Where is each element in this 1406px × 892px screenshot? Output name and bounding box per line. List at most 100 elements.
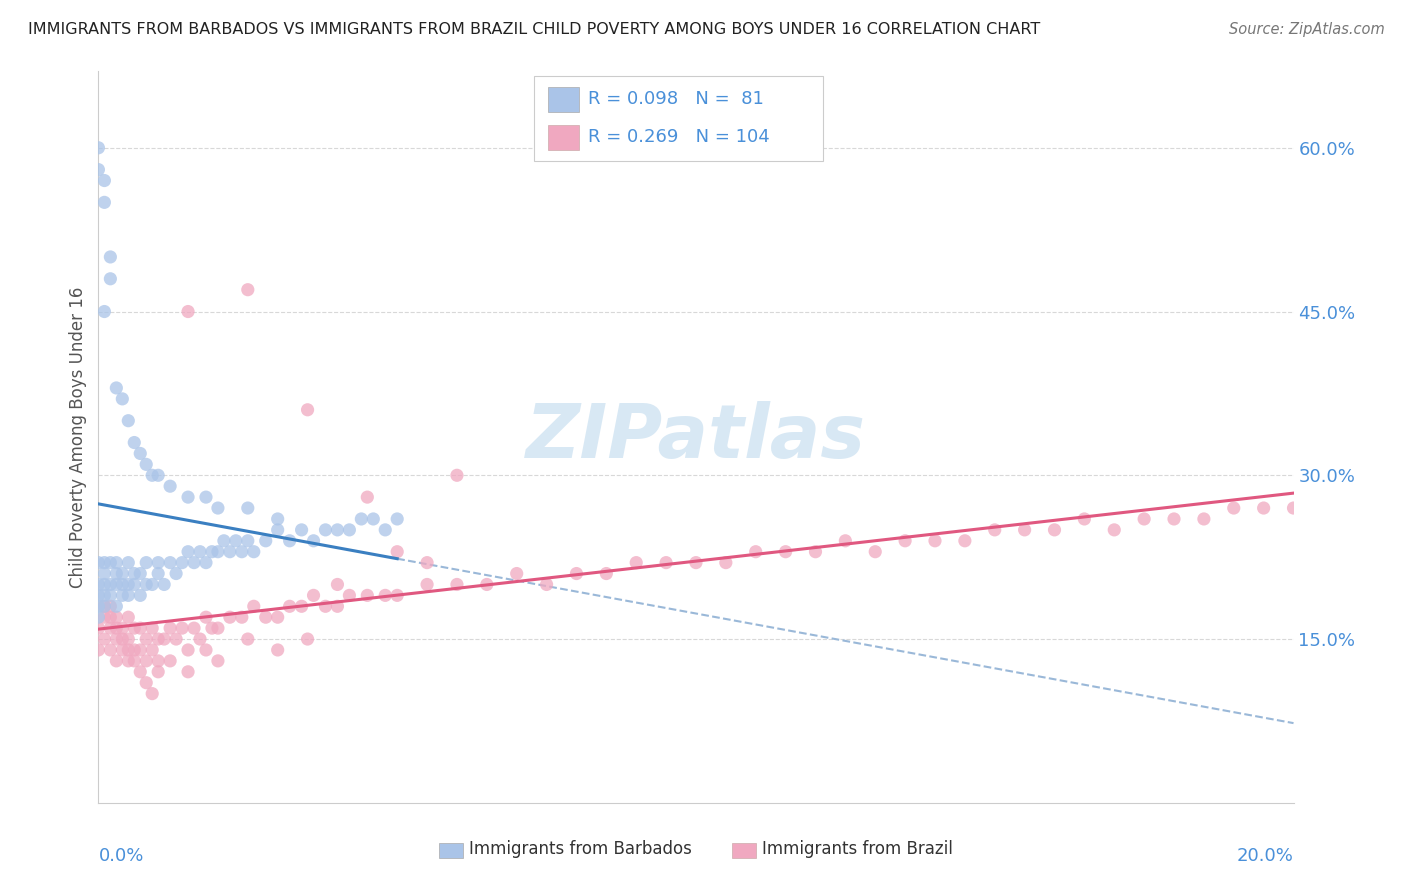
Point <box>177 545 200 559</box>
Point <box>212 533 235 548</box>
Point <box>129 643 152 657</box>
Point <box>267 523 290 537</box>
Point <box>655 556 678 570</box>
Point <box>254 610 277 624</box>
Point <box>626 556 648 570</box>
Point <box>98 556 122 570</box>
Point <box>804 545 827 559</box>
Point <box>111 632 134 646</box>
Point <box>297 632 319 646</box>
Point <box>98 599 122 614</box>
Point <box>1253 501 1275 516</box>
Point <box>834 533 856 548</box>
Point <box>356 490 378 504</box>
Point <box>117 610 139 624</box>
Point <box>236 501 259 516</box>
Text: Immigrants from Brazil: Immigrants from Brazil <box>762 840 953 858</box>
Point <box>148 665 170 679</box>
Point <box>159 479 181 493</box>
Point <box>153 632 176 646</box>
Point <box>225 533 247 548</box>
Point <box>93 599 115 614</box>
Point <box>172 556 194 570</box>
Point <box>98 621 122 635</box>
Point <box>124 654 146 668</box>
Point <box>141 687 163 701</box>
Point <box>363 512 385 526</box>
Point <box>117 577 139 591</box>
Point <box>177 643 200 657</box>
Point <box>98 610 122 624</box>
Point <box>124 566 146 581</box>
Point <box>207 545 229 559</box>
Point <box>105 610 128 624</box>
Point <box>201 545 224 559</box>
Point <box>172 621 194 635</box>
Point <box>195 490 218 504</box>
Point <box>111 621 134 635</box>
Point <box>135 632 157 646</box>
Point <box>326 577 349 591</box>
Point <box>385 588 409 602</box>
Point <box>177 665 200 679</box>
Point <box>117 654 139 668</box>
Point <box>153 577 176 591</box>
Point <box>685 556 707 570</box>
Point <box>195 643 218 657</box>
Point <box>1014 523 1036 537</box>
Point <box>231 610 253 624</box>
Point <box>183 621 205 635</box>
FancyBboxPatch shape <box>439 843 463 858</box>
Point <box>745 545 768 559</box>
Point <box>924 533 946 548</box>
Point <box>105 577 128 591</box>
Point <box>267 610 290 624</box>
Point <box>105 621 128 635</box>
Point <box>141 621 163 635</box>
Point <box>159 654 181 668</box>
Point <box>385 512 409 526</box>
Point <box>87 556 110 570</box>
Point <box>129 588 152 602</box>
Point <box>506 566 529 581</box>
Point <box>356 588 378 602</box>
Point <box>315 523 337 537</box>
Y-axis label: Child Poverty Among Boys Under 16: Child Poverty Among Boys Under 16 <box>69 286 87 588</box>
Text: R = 0.098   N =  81: R = 0.098 N = 81 <box>588 90 763 108</box>
Point <box>105 654 128 668</box>
Point <box>117 556 139 570</box>
Point <box>1073 512 1095 526</box>
Point <box>446 577 468 591</box>
Text: 0.0%: 0.0% <box>98 847 143 864</box>
Point <box>865 545 887 559</box>
Point <box>98 588 122 602</box>
Point <box>87 141 110 155</box>
Point <box>117 643 139 657</box>
Point <box>291 599 314 614</box>
Point <box>350 512 373 526</box>
Point <box>165 632 187 646</box>
Point <box>326 523 349 537</box>
Point <box>129 621 152 635</box>
Point <box>278 599 301 614</box>
Point <box>201 621 224 635</box>
Point <box>124 435 146 450</box>
Point <box>111 566 134 581</box>
Point <box>278 533 301 548</box>
Point <box>111 392 134 406</box>
Point <box>141 577 163 591</box>
Point <box>536 577 558 591</box>
Point <box>315 599 337 614</box>
Point <box>953 533 976 548</box>
Point <box>111 588 134 602</box>
Point <box>339 588 361 602</box>
Point <box>475 577 498 591</box>
Text: Source: ZipAtlas.com: Source: ZipAtlas.com <box>1229 22 1385 37</box>
Point <box>1192 512 1215 526</box>
Point <box>374 588 396 602</box>
Point <box>894 533 917 548</box>
Point <box>177 490 200 504</box>
Point <box>98 272 122 286</box>
Point <box>105 599 128 614</box>
Point <box>124 643 146 657</box>
